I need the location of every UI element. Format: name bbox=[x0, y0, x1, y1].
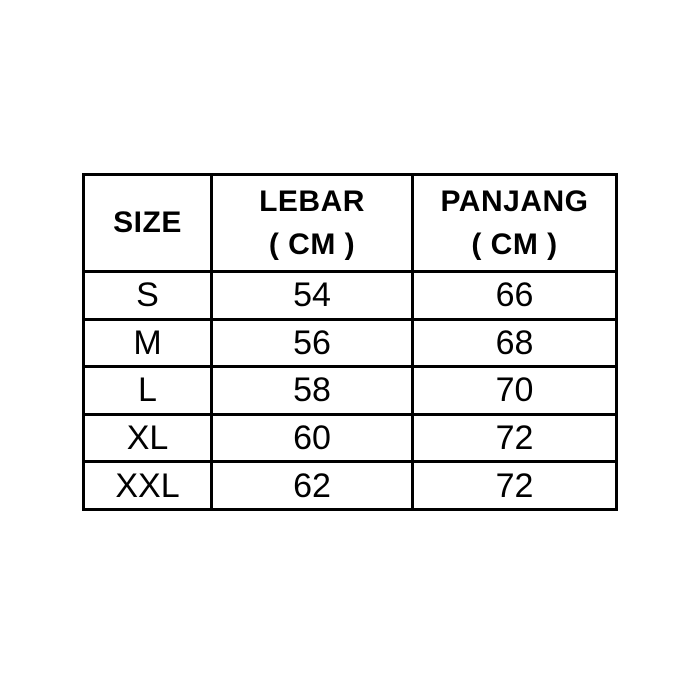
cell-panjang: 72 bbox=[411, 412, 618, 464]
col-header-panjang: PANJANG ( CM ) bbox=[411, 173, 618, 273]
cell-panjang: 66 bbox=[411, 270, 618, 321]
table-row-xl: XL 60 72 bbox=[82, 412, 618, 464]
cell-size: M bbox=[82, 317, 213, 369]
header-panjang-unit: ( CM ) bbox=[471, 228, 558, 261]
size-table: SIZE LEBAR ( CM ) PANJANG ( CM ) S 54 66 bbox=[82, 173, 618, 511]
cell-lebar: 60 bbox=[210, 412, 414, 464]
header-lebar-unit: ( CM ) bbox=[268, 228, 356, 261]
table-row-s: S 54 66 bbox=[82, 270, 618, 321]
cell-panjang: 70 bbox=[411, 365, 618, 416]
cell-panjang: 68 bbox=[411, 317, 618, 369]
cell-size: XXL bbox=[82, 460, 213, 511]
cell-lebar: 56 bbox=[210, 317, 414, 369]
header-lebar-label: LEBAR bbox=[259, 184, 365, 218]
col-header-lebar: LEBAR ( CM ) bbox=[210, 173, 414, 273]
col-header-size: SIZE bbox=[82, 173, 213, 273]
table-row-l: L 58 70 bbox=[82, 365, 618, 416]
cell-size: XL bbox=[82, 412, 213, 464]
cell-size: L bbox=[82, 365, 213, 416]
header-panjang-label: PANJANG bbox=[440, 184, 589, 218]
cell-panjang: 72 bbox=[411, 460, 618, 511]
header-size-label: SIZE bbox=[113, 206, 182, 240]
cell-lebar: 62 bbox=[210, 460, 414, 511]
table-row-m: M 56 68 bbox=[82, 317, 618, 369]
cell-size: S bbox=[82, 270, 213, 321]
header-row: SIZE LEBAR ( CM ) PANJANG ( CM ) bbox=[82, 173, 618, 273]
cell-lebar: 58 bbox=[210, 365, 414, 416]
cell-lebar: 54 bbox=[210, 270, 414, 321]
table-row-xxl: XXL 62 72 bbox=[82, 460, 618, 511]
